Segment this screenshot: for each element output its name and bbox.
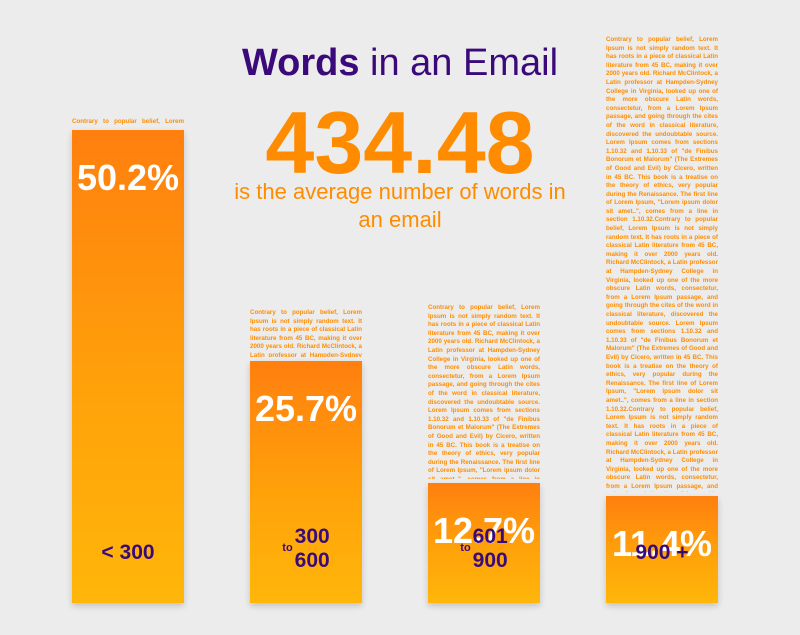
bar-category-label: to 601 900 <box>428 525 540 573</box>
bar-1: 25.7% to 300 600 <box>250 361 362 603</box>
range-values: 601 900 <box>473 525 508 573</box>
range-to-label: to <box>460 541 471 554</box>
title-bold: Words <box>241 42 360 84</box>
range-end: 900 <box>472 549 508 572</box>
bar-value-label: 50.2% <box>76 157 180 198</box>
bar-filler-text: Contrary to popular belief, Lorem Ipsum … <box>72 118 184 125</box>
average-words-caption: is the average number of words in an ema… <box>234 179 566 232</box>
bar-filler-text: Contrary to popular belief, Lorem Ipsum … <box>606 36 718 492</box>
bar-2: 12.7% to 601 900 <box>428 483 540 603</box>
range-start: 300 <box>294 525 330 548</box>
range-values: 300 600 <box>295 525 330 573</box>
title-rest: in an Email <box>359 42 559 84</box>
bar-category-label: < 300 <box>101 541 155 564</box>
bar-filler-text: Contrary to popular belief, Lorem Ipsum … <box>250 309 362 357</box>
average-words-value: 434.48 <box>265 93 535 192</box>
bar-value-label: 11.4% <box>611 523 713 564</box>
range-end: 600 <box>294 549 330 572</box>
bar-category-label: 900 + <box>635 541 689 564</box>
range-start: 601 <box>472 525 508 548</box>
range-to-label: to <box>282 541 293 554</box>
bar-category-label: to 300 600 <box>250 525 362 573</box>
bar-value-label: 25.7% <box>254 388 358 429</box>
chart-title: Words in an Email <box>150 40 650 86</box>
bar-filler-text: Contrary to popular belief, Lorem Ipsum … <box>428 304 540 479</box>
bar-0: 50.2% < 300 <box>72 130 184 603</box>
bar-3: 11.4% 900 + <box>606 496 718 603</box>
bar-value-label: 12.7% <box>432 510 536 551</box>
